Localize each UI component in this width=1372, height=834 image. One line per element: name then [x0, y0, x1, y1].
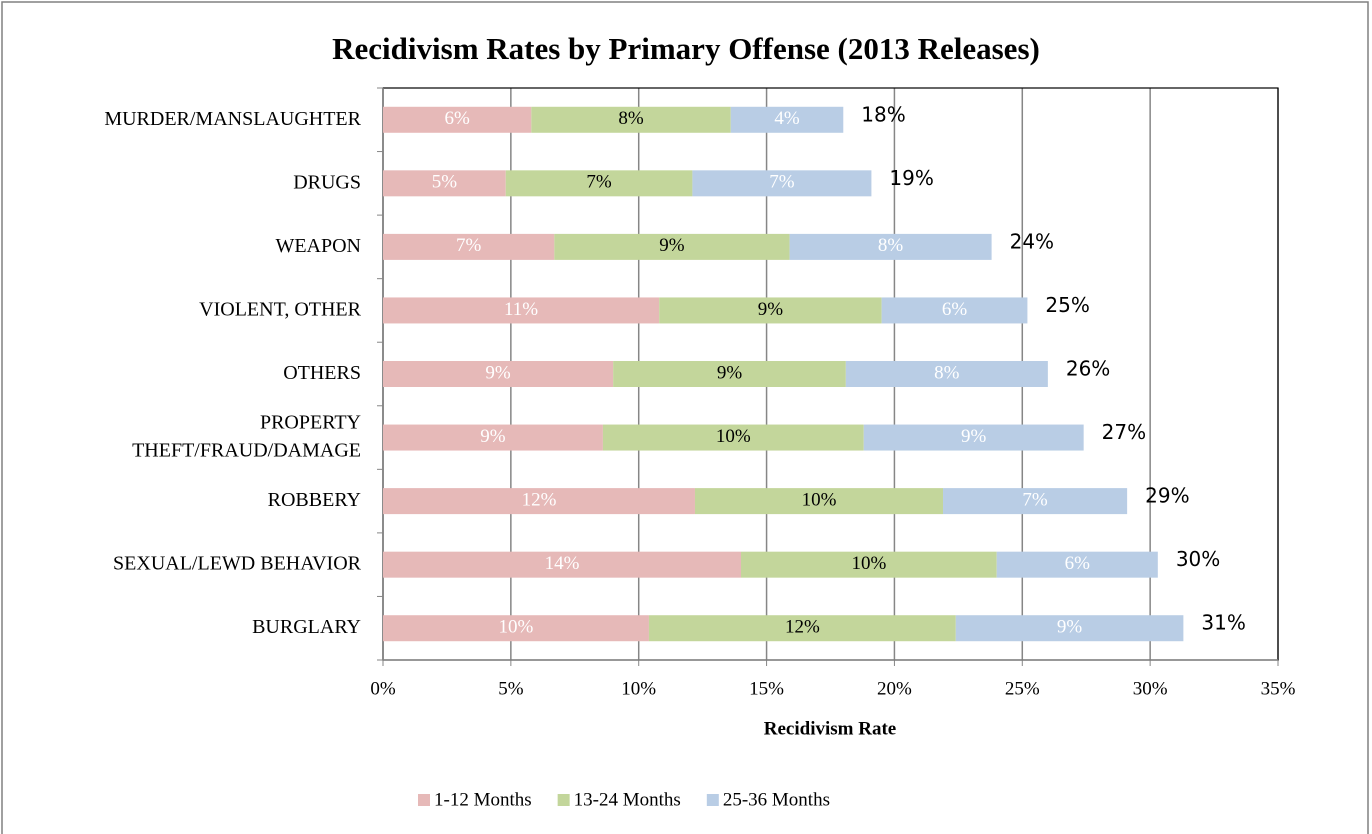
data-label: 5%	[432, 172, 458, 193]
data-label: 11%	[504, 299, 538, 320]
y-tick-label: SEXUAL/LEWD BEHAVIOR	[113, 552, 362, 574]
data-label: 7%	[586, 172, 612, 193]
data-label: 9%	[961, 426, 987, 447]
data-label: 8%	[618, 108, 644, 129]
bar-segment	[383, 233, 555, 260]
bar-segment	[531, 106, 731, 133]
data-label: 6%	[942, 299, 968, 320]
data-label: 9%	[758, 299, 784, 320]
bar-segment	[881, 297, 1028, 324]
y-tick-label: BURGLARY	[252, 616, 361, 638]
bar-segment	[694, 488, 944, 515]
y-tick-label: VIOLENT, OTHER	[199, 298, 361, 320]
x-tick-label: 20%	[877, 678, 912, 699]
x-tick-label: 10%	[621, 678, 656, 699]
data-label: 9%	[480, 426, 506, 447]
total-label: 24%	[1010, 229, 1054, 253]
data-label: 7%	[769, 172, 795, 193]
total-label: 31%	[1201, 611, 1245, 635]
data-label: 10%	[802, 489, 837, 510]
bar-segment	[845, 361, 1048, 387]
y-tick-label: PROPERTY THEFT/FRAUD/DAMAGE	[132, 411, 361, 461]
bar-segment	[383, 488, 695, 515]
chart-title: Recidivism Rates by Primary Offense (201…	[332, 31, 1040, 66]
bar-segment	[554, 233, 790, 260]
x-tick-label: 5%	[498, 678, 524, 699]
x-tick-label: 0%	[370, 678, 396, 699]
data-label: 9%	[659, 235, 685, 256]
data-label: 4%	[774, 108, 800, 129]
total-label: 18%	[861, 102, 905, 126]
data-label: 9%	[1057, 617, 1083, 638]
bar-segment	[692, 170, 872, 197]
data-label: 8%	[934, 362, 960, 383]
legend-label: 25-36 Months	[723, 789, 830, 810]
data-label: 14%	[545, 553, 580, 574]
legend-swatch	[706, 794, 719, 806]
data-label: 6%	[1065, 553, 1091, 574]
x-axis-title: Recidivism Rate	[764, 718, 896, 739]
data-label: 7%	[1022, 489, 1048, 510]
y-tick-label: ROBBERY	[268, 489, 361, 511]
bar-segment	[648, 615, 956, 642]
bar-segment	[383, 170, 506, 197]
bar-segment	[383, 361, 614, 387]
y-tick-label: MURDER/MANSLAUGHTER	[104, 107, 361, 129]
total-label: 19%	[889, 166, 933, 190]
x-tick-label: 25%	[1005, 678, 1040, 699]
legend-label: 1-12 Months	[434, 789, 532, 810]
total-label: 26%	[1066, 357, 1110, 381]
y-tick-label: DRUGS	[293, 171, 361, 193]
legend-swatch	[418, 794, 430, 806]
bar-segment	[659, 297, 882, 324]
data-label: 9%	[485, 362, 511, 383]
bar-segment	[955, 615, 1184, 642]
total-label: 25%	[1045, 293, 1089, 317]
bar-segment	[943, 488, 1128, 515]
bar-segment	[505, 170, 693, 197]
data-label: 10%	[716, 426, 751, 447]
x-tick-label: 15%	[749, 678, 784, 699]
data-label: 8%	[878, 235, 904, 256]
total-label: 29%	[1145, 484, 1189, 508]
y-tick-label: OTHERS	[283, 362, 361, 384]
x-tick-label: 30%	[1133, 678, 1168, 699]
data-label: 10%	[851, 553, 886, 574]
x-tick-label: 35%	[1261, 678, 1296, 699]
y-tick-label: WEAPON	[275, 234, 361, 256]
bar-segment	[863, 424, 1084, 451]
data-label: 9%	[717, 362, 743, 383]
bar-segment	[789, 233, 992, 260]
bar-segment	[613, 361, 846, 387]
total-label: 27%	[1102, 420, 1146, 444]
bar-segment	[383, 106, 532, 133]
bar-segment	[383, 551, 741, 578]
legend-label: 13-24 Months	[574, 789, 681, 810]
bar-segment	[730, 106, 844, 133]
total-label: 30%	[1176, 547, 1220, 571]
legend-swatch	[557, 794, 570, 806]
data-label: 7%	[456, 235, 482, 256]
data-label: 12%	[785, 617, 820, 638]
bar-segment	[741, 551, 997, 578]
bar-segment	[383, 424, 603, 451]
data-label: 6%	[444, 108, 470, 129]
bar-segment	[602, 424, 864, 451]
data-label: 12%	[522, 489, 557, 510]
bar-segment	[383, 615, 649, 642]
data-label: 10%	[499, 617, 534, 638]
bar-segment	[996, 551, 1158, 578]
bar-segment	[383, 297, 660, 324]
